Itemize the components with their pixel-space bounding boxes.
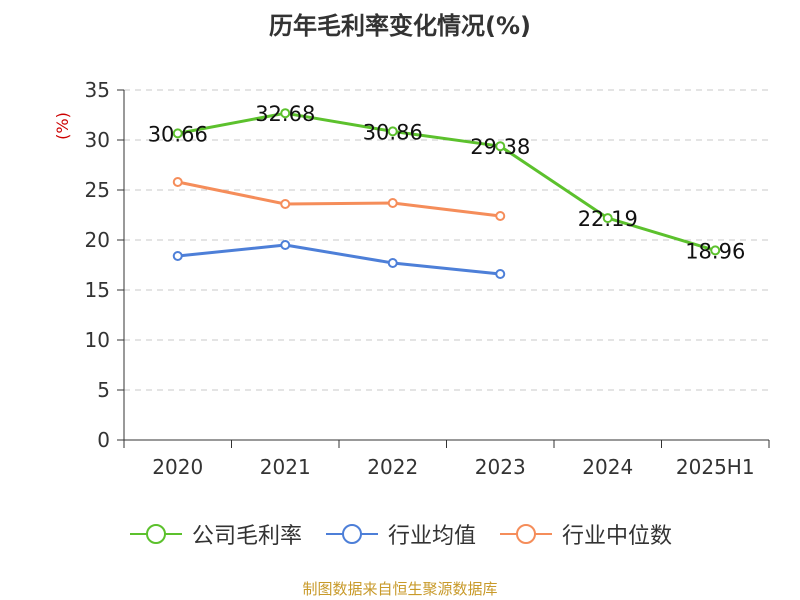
- data-label: 29.38: [470, 135, 530, 159]
- data-point: [602, 213, 613, 224]
- data-point: [387, 258, 398, 268]
- y-tick-label: 0: [97, 428, 110, 452]
- y-tick-label: 15: [85, 278, 110, 302]
- data-labels: 30.66 32.68 30.86 29.38 22.19 18.96: [148, 102, 746, 263]
- legend-label-company: 公司毛利率: [191, 524, 302, 549]
- y-tick-label: 30: [85, 128, 110, 152]
- legend-industry-avg-icon: [325, 524, 378, 544]
- data-point: [710, 245, 721, 256]
- x-tick-label: 2023: [475, 455, 526, 479]
- legend-item-company[interactable]: 公司毛利率: [128, 518, 302, 550]
- legend-company-icon: [129, 524, 182, 544]
- data-point: [280, 240, 291, 250]
- x-tick-label: 2021: [260, 455, 311, 479]
- data-label: 32.68: [255, 102, 315, 126]
- data-point: [172, 177, 183, 187]
- y-tick-label: 5: [97, 378, 110, 402]
- legend-label-industry-median: 行业中位数: [562, 524, 673, 549]
- data-label: 30.66: [148, 122, 208, 146]
- data-point: [387, 126, 398, 137]
- data-label: 22.19: [578, 207, 638, 231]
- data-label: 30.86: [363, 120, 423, 144]
- x-tick-label: 2025H1: [676, 455, 755, 479]
- x-tick-label: 2024: [582, 455, 633, 479]
- data-point: [172, 251, 183, 261]
- legend: 公司毛利率 行业均值 行业中位数: [0, 518, 800, 550]
- legend-industry-median-icon: [500, 524, 552, 544]
- series-line: [177, 180, 501, 218]
- y-tick-label: 10: [85, 328, 110, 352]
- data-label: 18.96: [685, 239, 745, 263]
- grid-lines: [124, 89, 769, 391]
- legend-item-industry-median[interactable]: 行业中位数: [498, 518, 672, 550]
- series-line: [177, 243, 501, 276]
- source-note: 制图数据来自恒生聚源数据库: [302, 580, 498, 598]
- series-group: [172, 108, 721, 279]
- legend-item-industry-avg[interactable]: 行业均值: [324, 518, 476, 550]
- data-point: [387, 198, 398, 208]
- y-axis-label: (%): [53, 112, 72, 140]
- data-point: [172, 128, 183, 139]
- x-tick-label: 2022: [367, 455, 418, 479]
- y-tick-label: 35: [85, 78, 110, 102]
- axes: 0 5 10 15 20 25 30 35 2020 2021 2022 2023 2024 2025H1: [85, 78, 770, 479]
- data-point: [495, 141, 506, 152]
- data-point: [280, 199, 291, 209]
- data-point: [280, 108, 291, 119]
- y-tick-label: 20: [85, 228, 110, 252]
- data-point: [495, 269, 506, 279]
- data-point: [495, 211, 506, 221]
- x-tick-label: 2020: [152, 455, 203, 479]
- legend-label-industry-avg: 行业均值: [387, 524, 476, 549]
- chart-title: 历年毛利率变化情况(%): [269, 12, 531, 40]
- y-tick-label: 25: [85, 178, 110, 202]
- series-line: [177, 111, 716, 252]
